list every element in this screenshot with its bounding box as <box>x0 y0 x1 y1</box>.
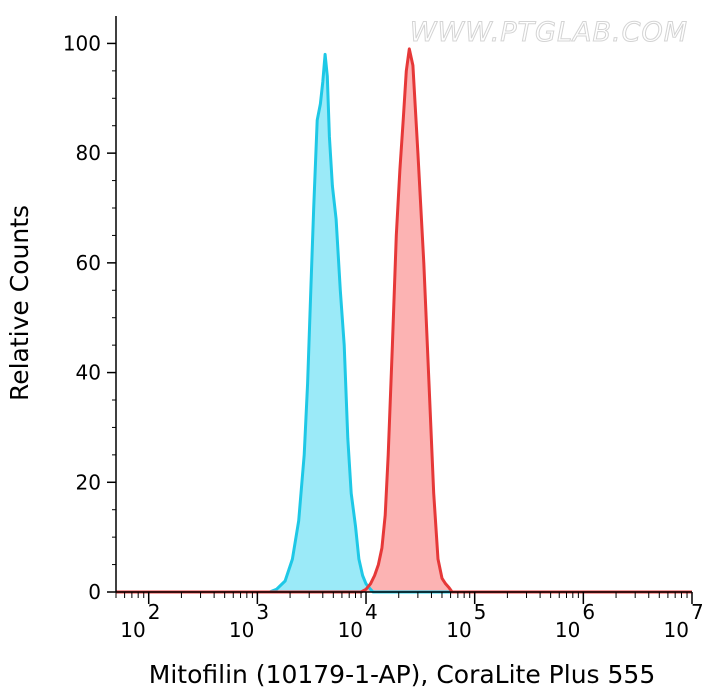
y-tick-label: 0 <box>88 580 101 604</box>
y-tick-label: 60 <box>76 251 101 275</box>
watermark-text: WWW.PTGLAB.COM <box>410 17 688 48</box>
x-tick-exponent: 3 <box>256 600 269 624</box>
x-tick-exponent: 7 <box>691 600 704 624</box>
x-tick-exponent: 4 <box>365 600 378 624</box>
x-tick-label: 10 <box>446 618 471 642</box>
x-tick-label: 10 <box>555 618 580 642</box>
x-axis-title: Mitofilin (10179-1-AP), CoraLite Plus 55… <box>149 660 655 689</box>
series-1-line <box>116 52 692 594</box>
ticks-layer <box>107 42 693 604</box>
x-tick-exponent: 6 <box>582 600 595 624</box>
series-2-line <box>116 47 692 594</box>
y-tick-label: 40 <box>76 361 101 385</box>
y-axis-title: Relative Counts <box>5 205 34 401</box>
x-tick-label: 10 <box>229 618 254 642</box>
y-tick-label: 80 <box>76 141 101 165</box>
series-layer <box>116 47 692 594</box>
x-tick-label: 10 <box>664 618 689 642</box>
series-2-area <box>361 48 453 592</box>
x-tick-label: 10 <box>120 618 145 642</box>
y-tick-label: 100 <box>63 31 101 55</box>
series-1-area <box>269 54 373 592</box>
axes-layer <box>115 16 692 593</box>
x-tick-exponent: 2 <box>148 600 161 624</box>
x-tick-exponent: 5 <box>474 600 487 624</box>
y-tick-label: 20 <box>76 470 101 494</box>
x-tick-label: 10 <box>338 618 363 642</box>
